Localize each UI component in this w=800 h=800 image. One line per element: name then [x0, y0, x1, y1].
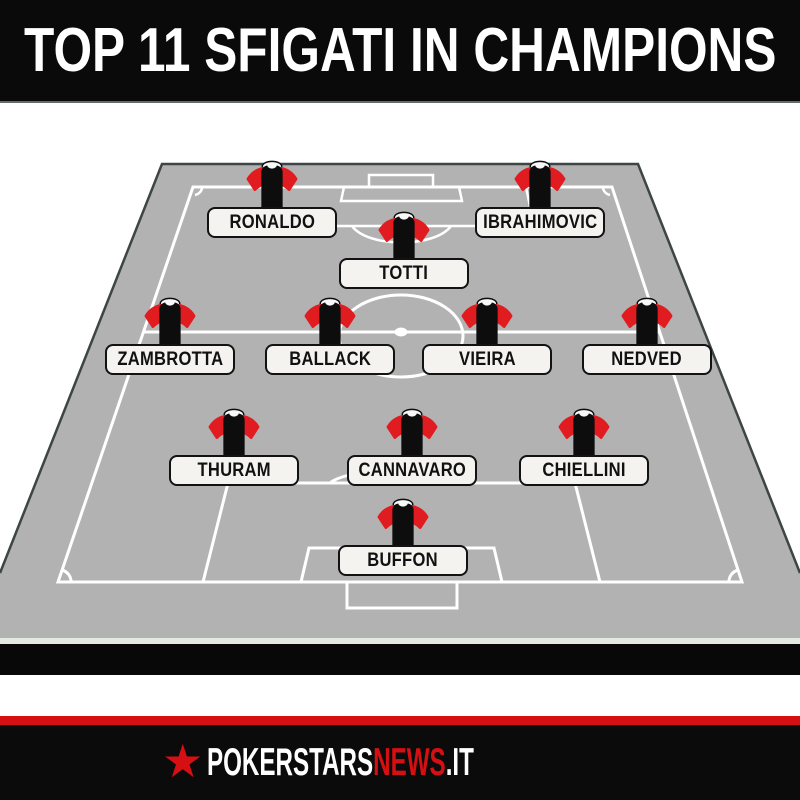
player-name-label: BALLACK: [265, 344, 395, 375]
player-name-label: NEDVED: [582, 344, 712, 375]
player-buffon: BUFFON: [338, 498, 468, 576]
center-spot: [394, 327, 408, 337]
star-icon: ★: [162, 733, 204, 788]
player-name-label: IBRAHIMOVIC: [475, 207, 605, 238]
player-vieira: VIEIRA: [422, 297, 552, 375]
player-totti: TOTTI: [339, 211, 469, 289]
jersey-icon: [139, 297, 201, 347]
logo-text: POKERSTARSNEWS.IT: [207, 741, 474, 785]
footer-banner: ★ POKERSTARSNEWS.IT: [0, 725, 800, 800]
player-zambrotta: ZAMBROTTA: [105, 297, 235, 375]
player-name-label: VIEIRA: [422, 344, 552, 375]
player-name-label: ZAMBROTTA: [105, 344, 235, 375]
player-chiellini: CHIELLINI: [519, 408, 649, 486]
jersey-icon: [509, 160, 571, 210]
white-divider-strip: [0, 675, 800, 716]
jersey-icon: [372, 498, 434, 548]
player-name-label: THURAM: [169, 455, 299, 486]
player-ronaldo: RONALDO: [207, 160, 337, 238]
player-name-label: TOTTI: [339, 258, 469, 289]
player-name-label: CANNAVARO: [347, 455, 477, 486]
player-nedved: NEDVED: [582, 297, 712, 375]
player-ibrahimovic: IBRAHIMOVIC: [475, 160, 605, 238]
jersey-icon: [299, 297, 361, 347]
pitch-outer-outline: [0, 162, 800, 574]
pitch-turf: [0, 164, 800, 638]
player-name-label: BUFFON: [338, 545, 468, 576]
red-accent-strip: [0, 716, 800, 725]
pokerstarsnews-logo: ★ POKERSTARSNEWS.IT: [162, 733, 638, 788]
player-cannavaro: CANNAVARO: [347, 408, 477, 486]
player-ballack: BALLACK: [265, 297, 395, 375]
title-banner: TOP 11 SFIGATI IN CHAMPIONS: [0, 0, 800, 103]
jersey-icon: [456, 297, 518, 347]
logo-segment-pokerstars: POKERSTARS: [207, 740, 374, 784]
player-thuram: THURAM: [169, 408, 299, 486]
black-divider-strip: [0, 644, 800, 675]
pitch-baseline-strip: [0, 638, 800, 644]
jersey-icon: [203, 408, 265, 458]
page-title: TOP 11 SFIGATI IN CHAMPIONS: [23, 16, 777, 85]
jersey-icon: [616, 297, 678, 347]
jersey-icon: [373, 211, 435, 261]
logo-segment-it: .IT: [446, 740, 475, 784]
jersey-icon: [553, 408, 615, 458]
player-name-label: RONALDO: [207, 207, 337, 238]
logo-segment-news: NEWS: [373, 740, 447, 784]
player-name-label: CHIELLINI: [519, 455, 649, 486]
jersey-icon: [241, 160, 303, 210]
jersey-icon: [381, 408, 443, 458]
